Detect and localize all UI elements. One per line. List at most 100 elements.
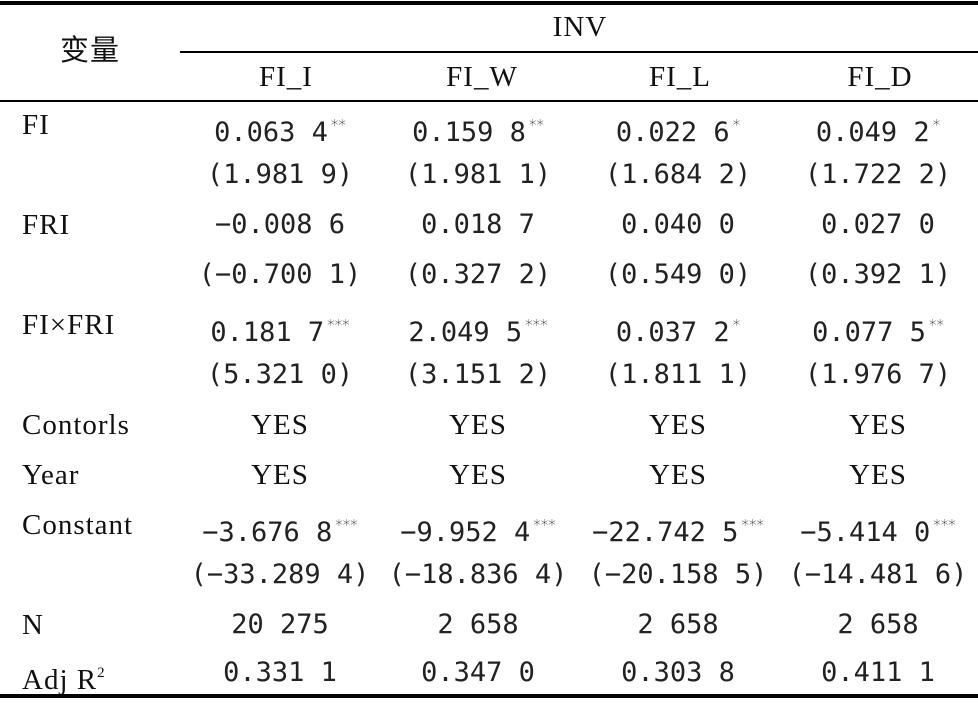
cell-value: 2 658 <box>637 609 719 640</box>
bottom-rule <box>0 694 978 698</box>
table-cell: 0.159 8 ** <box>378 100 578 150</box>
table-cell: YES <box>578 400 778 450</box>
table-cell: 0.063 4 ** <box>180 100 380 150</box>
header-rule <box>0 100 978 102</box>
table-cell: 2 658 <box>378 600 578 650</box>
cell-value: 0.018 7 <box>421 209 535 240</box>
table-cell: (1.981 1) <box>378 150 578 200</box>
cell-value: (3.151 2) <box>404 359 552 390</box>
top-rule <box>0 1 978 5</box>
table-cell: 20 275 <box>180 600 380 650</box>
superscript: 2 <box>97 665 106 681</box>
cell-value: −22.742 5 <box>592 517 739 548</box>
significance-stars: *** <box>327 316 350 334</box>
table-cell: 0.018 7 <box>378 200 578 250</box>
row-label: FRI <box>22 209 71 241</box>
table-cell: (1.981 9) <box>180 150 380 200</box>
table-cell: (1.811 1) <box>578 350 778 400</box>
cell-value: (1.976 7) <box>804 359 952 390</box>
cell-value: −3.676 8 <box>202 517 333 548</box>
cell-value: 0.063 4 <box>214 117 328 148</box>
cell-value: (1.722 2) <box>804 159 952 190</box>
cell-value: −0.008 6 <box>214 209 346 240</box>
table-cell: 2.049 5 *** <box>378 300 578 350</box>
cell-value: −5.414 0 <box>800 517 931 548</box>
table-cell: −3.676 8 *** <box>180 500 380 550</box>
table-cell: −0.008 6 <box>180 200 380 250</box>
row-label: Adj R2 <box>22 648 106 698</box>
row-label: Year <box>22 459 80 491</box>
row-label: N <box>22 609 44 641</box>
table-cell: 0.303 8 <box>621 657 735 688</box>
significance-stars: ** <box>528 116 544 134</box>
table-cell: (1.684 2) <box>578 150 778 200</box>
table-cell: (−14.481 6) <box>778 550 978 600</box>
cell-value: 20 275 <box>231 609 329 640</box>
table-cell: YES <box>778 400 978 450</box>
cell-value: (−20.158 5) <box>588 559 768 590</box>
significance-stars: * <box>932 116 941 134</box>
cell-value: YES <box>849 459 907 491</box>
cell-value: 0.159 8 <box>412 117 526 148</box>
row-label: Contorls <box>22 409 130 441</box>
corner-label: 变量 <box>60 35 121 67</box>
cell-value: (5.321 0) <box>206 359 354 390</box>
cell-value: YES <box>449 409 507 441</box>
table-cell: (3.151 2) <box>378 350 578 400</box>
cell-value: YES <box>251 409 309 441</box>
table-cell: (−33.289 4) <box>180 550 380 600</box>
cell-value: (0.549 0) <box>604 259 752 290</box>
table-cell: (5.321 0) <box>180 350 380 400</box>
table-cell: 0.411 1 <box>821 657 935 688</box>
table-cell: (1.976 7) <box>778 350 978 400</box>
cell-value: 0.037 2 <box>615 317 730 348</box>
table-cell: (−0.700 1) <box>180 250 380 300</box>
cell-value: (1.684 2) <box>604 159 752 190</box>
table-cell: (0.392 1) <box>778 250 978 300</box>
cell-value: 0.181 7 <box>210 317 325 348</box>
table-cell: YES <box>378 450 578 500</box>
cell-value: (−18.836 4) <box>388 559 568 590</box>
row-label: FI×FRI <box>22 309 116 341</box>
table-cell: 0.181 7 *** <box>180 300 380 350</box>
significance-stars: *** <box>525 316 548 334</box>
cell-value: 2 658 <box>837 609 919 640</box>
significance-stars: ** <box>928 316 944 334</box>
cell-value: (−14.481 6) <box>788 559 968 590</box>
group-header: INV <box>552 11 608 43</box>
table-cell: YES <box>378 400 578 450</box>
cell-value: 0.022 6 <box>615 117 730 148</box>
cell-value: YES <box>251 459 309 491</box>
table-cell: (−20.158 5) <box>578 550 778 600</box>
table-cell: 0.331 1 <box>223 657 337 688</box>
cell-value: −9.952 4 <box>400 517 531 548</box>
group-rule <box>180 51 978 53</box>
table-cell: 0.027 0 <box>778 200 978 250</box>
cell-value: YES <box>649 459 707 491</box>
cell-value: 2 658 <box>437 609 519 640</box>
table-cell: YES <box>180 450 380 500</box>
cell-value: (−33.289 4) <box>190 559 370 590</box>
significance-stars: *** <box>933 516 956 534</box>
table-cell: YES <box>578 450 778 500</box>
column-header: FI_D <box>847 61 913 93</box>
table-cell: YES <box>180 400 380 450</box>
table-cell: −5.414 0 *** <box>778 500 978 550</box>
cell-value: (1.811 1) <box>604 359 752 390</box>
cell-value: 0.040 0 <box>621 209 735 240</box>
column-header: FI_L <box>649 61 711 93</box>
table-cell: −9.952 4 *** <box>378 500 578 550</box>
table-cell: 0.040 0 <box>578 200 778 250</box>
column-header: FI_W <box>446 61 518 93</box>
significance-stars: * <box>732 116 741 134</box>
row-label: FI <box>22 109 50 141</box>
table-cell: 0.037 2 * <box>578 300 778 350</box>
table-cell: (−18.836 4) <box>378 550 578 600</box>
cell-value: (−0.700 1) <box>198 259 362 290</box>
cell-value: 0.049 2 <box>815 117 930 148</box>
significance-stars: *** <box>335 516 358 534</box>
significance-stars: * <box>732 316 741 334</box>
cell-value: 0.077 5 <box>812 317 926 348</box>
cell-value: YES <box>849 409 907 441</box>
significance-stars: ** <box>330 116 346 134</box>
